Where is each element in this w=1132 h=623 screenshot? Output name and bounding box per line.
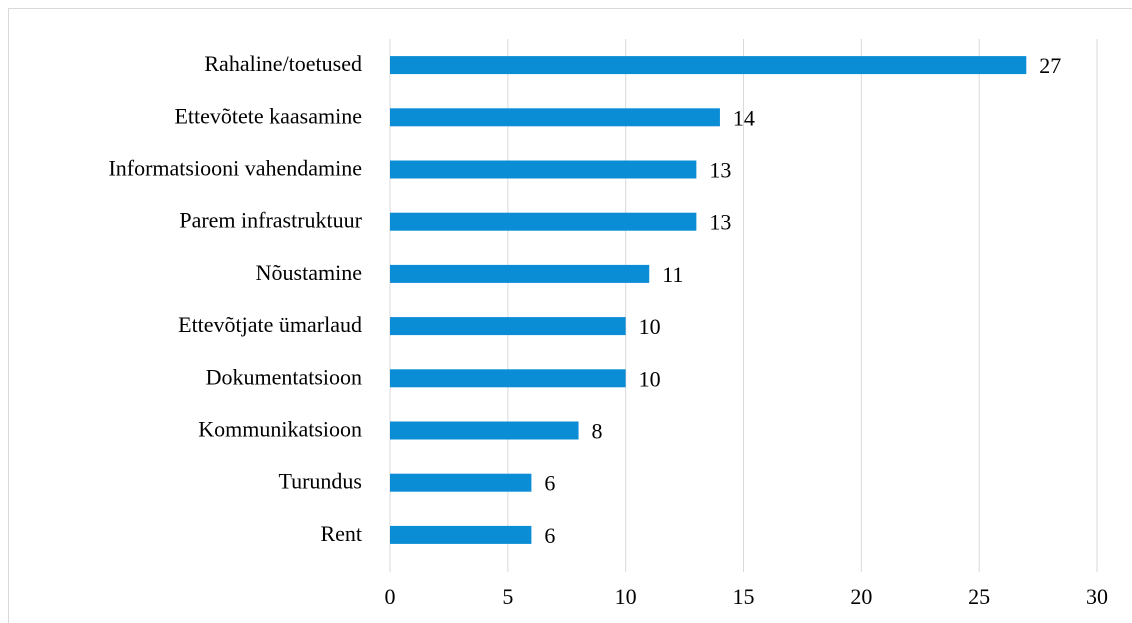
data-label: 13 (709, 210, 731, 235)
chart-frame (8, 8, 1132, 623)
y-tick-label: Kommunikatsioon (198, 417, 362, 442)
data-label: 6 (544, 523, 555, 548)
bar (390, 160, 697, 179)
bar (390, 212, 697, 231)
data-label: 8 (592, 419, 603, 444)
x-tick-label: 20 (850, 584, 872, 609)
data-label: 6 (544, 471, 555, 496)
y-tick-label: Nõustamine (256, 260, 362, 285)
data-label: 10 (639, 314, 661, 339)
y-tick-label: Turundus (278, 469, 362, 494)
y-tick-label: Rahaline/toetused (204, 51, 362, 76)
data-label: 10 (639, 366, 661, 391)
bar (390, 525, 532, 544)
data-label: 14 (733, 105, 755, 130)
y-tick-label: Rent (320, 521, 362, 546)
x-tick-label: 0 (385, 584, 396, 609)
x-tick-label: 25 (968, 584, 990, 609)
bar (390, 369, 626, 388)
data-label: 11 (662, 262, 683, 287)
y-tick-label: Dokumentatsioon (206, 364, 362, 389)
data-label: 27 (1039, 53, 1061, 78)
y-tick-label: Parem infrastruktuur (179, 208, 362, 233)
bar (390, 421, 579, 440)
x-tick-label: 15 (733, 584, 755, 609)
y-tick-label: Ettevõtete kaasamine (174, 103, 362, 128)
x-tick-label: 10 (615, 584, 637, 609)
y-tick-label: Informatsiooni vahendamine (108, 156, 362, 181)
bar (390, 317, 626, 336)
bar (390, 264, 650, 283)
y-tick-label: Ettevõtjate ümarlaud (178, 312, 362, 337)
bar (390, 108, 720, 127)
x-tick-label: 30 (1086, 584, 1108, 609)
bar (390, 56, 1027, 75)
bar (390, 473, 532, 492)
data-label: 13 (709, 158, 731, 183)
x-tick-label: 5 (502, 584, 513, 609)
